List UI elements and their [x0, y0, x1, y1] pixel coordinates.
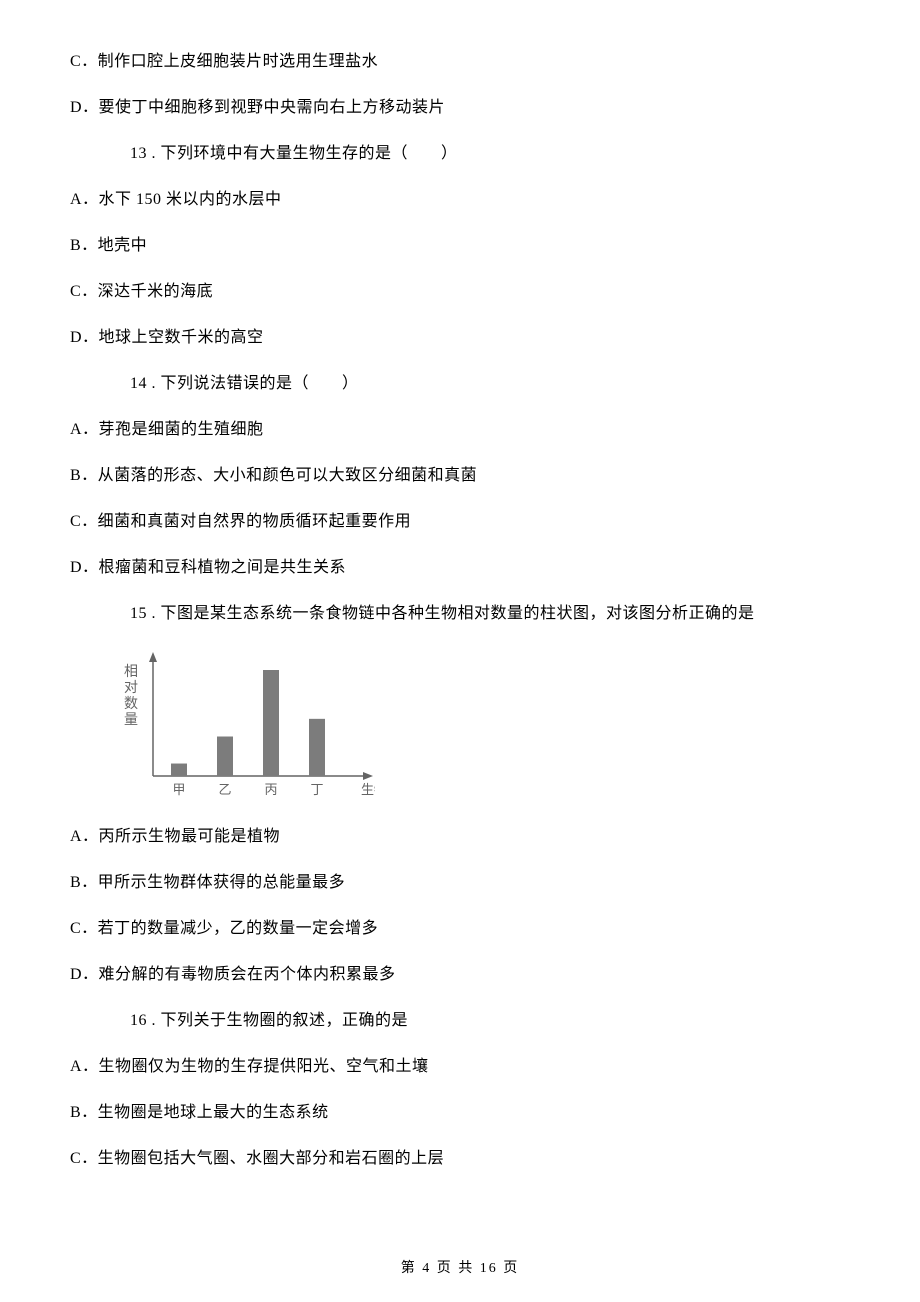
- svg-text:对: 对: [124, 680, 138, 696]
- q15-option-a: A．丙所示生物最可能是植物: [70, 825, 850, 849]
- q13-option-c: C．深达千米的海底: [70, 280, 850, 304]
- q13-option-b: B．地壳中: [70, 234, 850, 258]
- q15-option-c: C．若丁的数量减少，乙的数量一定会增多: [70, 917, 850, 941]
- q16-option-b: B．生物圈是地球上最大的生态系统: [70, 1101, 850, 1125]
- q13-option-d: D．地球上空数千米的高空: [70, 326, 850, 350]
- food-chain-chart: 相对数量甲 乙 丙 丁 生物名称: [105, 648, 850, 803]
- q14-option-c: C．细菌和真菌对自然界的物质循环起重要作用: [70, 510, 850, 534]
- svg-text:乙: 乙: [218, 782, 231, 797]
- q16-option-c: C．生物圈包括大气圈、水圈大部分和岩石圈的上层: [70, 1147, 850, 1171]
- svg-text:生物名称: 生物名称: [361, 782, 375, 797]
- svg-text:量: 量: [124, 712, 138, 728]
- svg-text:丙: 丙: [264, 782, 277, 797]
- q16-stem: 16 . 下列关于生物圈的叙述，正确的是: [130, 1009, 850, 1033]
- q12-option-c: C．制作口腔上皮细胞装片时选用生理盐水: [70, 50, 850, 74]
- q12-option-d: D．要使丁中细胞移到视野中央需向右上方移动装片: [70, 96, 850, 120]
- bar-chart-svg: 相对数量甲 乙 丙 丁 生物名称: [105, 648, 375, 803]
- svg-text:丁: 丁: [310, 782, 323, 797]
- q15-option-d: D．难分解的有毒物质会在丙个体内积累最多: [70, 963, 850, 987]
- q14-stem: 14 . 下列说法错误的是（ ）: [130, 372, 850, 396]
- q13-option-a: A．水下 150 米以内的水层中: [70, 188, 850, 212]
- svg-text:数: 数: [124, 696, 138, 712]
- q14-option-a: A．芽孢是细菌的生殖细胞: [70, 418, 850, 442]
- exam-page: C．制作口腔上皮细胞装片时选用生理盐水 D．要使丁中细胞移到视野中央需向右上方移…: [0, 0, 920, 1302]
- svg-text:甲: 甲: [172, 782, 185, 797]
- svg-text:相: 相: [124, 664, 138, 680]
- q16-option-a: A．生物圈仅为生物的生存提供阳光、空气和土壤: [70, 1055, 850, 1079]
- q14-option-b: B．从菌落的形态、大小和颜色可以大致区分细菌和真菌: [70, 464, 850, 488]
- q14-option-d: D．根瘤菌和豆科植物之间是共生关系: [70, 556, 850, 580]
- page-footer: 第 4 页 共 16 页: [0, 1257, 920, 1277]
- q15-option-b: B．甲所示生物群体获得的总能量最多: [70, 871, 850, 895]
- page-number: 第 4 页 共 16 页: [401, 1261, 520, 1276]
- q13-stem: 13 . 下列环境中有大量生物生存的是（ ）: [130, 142, 850, 166]
- q15-stem: 15 . 下图是某生态系统一条食物链中各种生物相对数量的柱状图，对该图分析正确的…: [130, 602, 850, 626]
